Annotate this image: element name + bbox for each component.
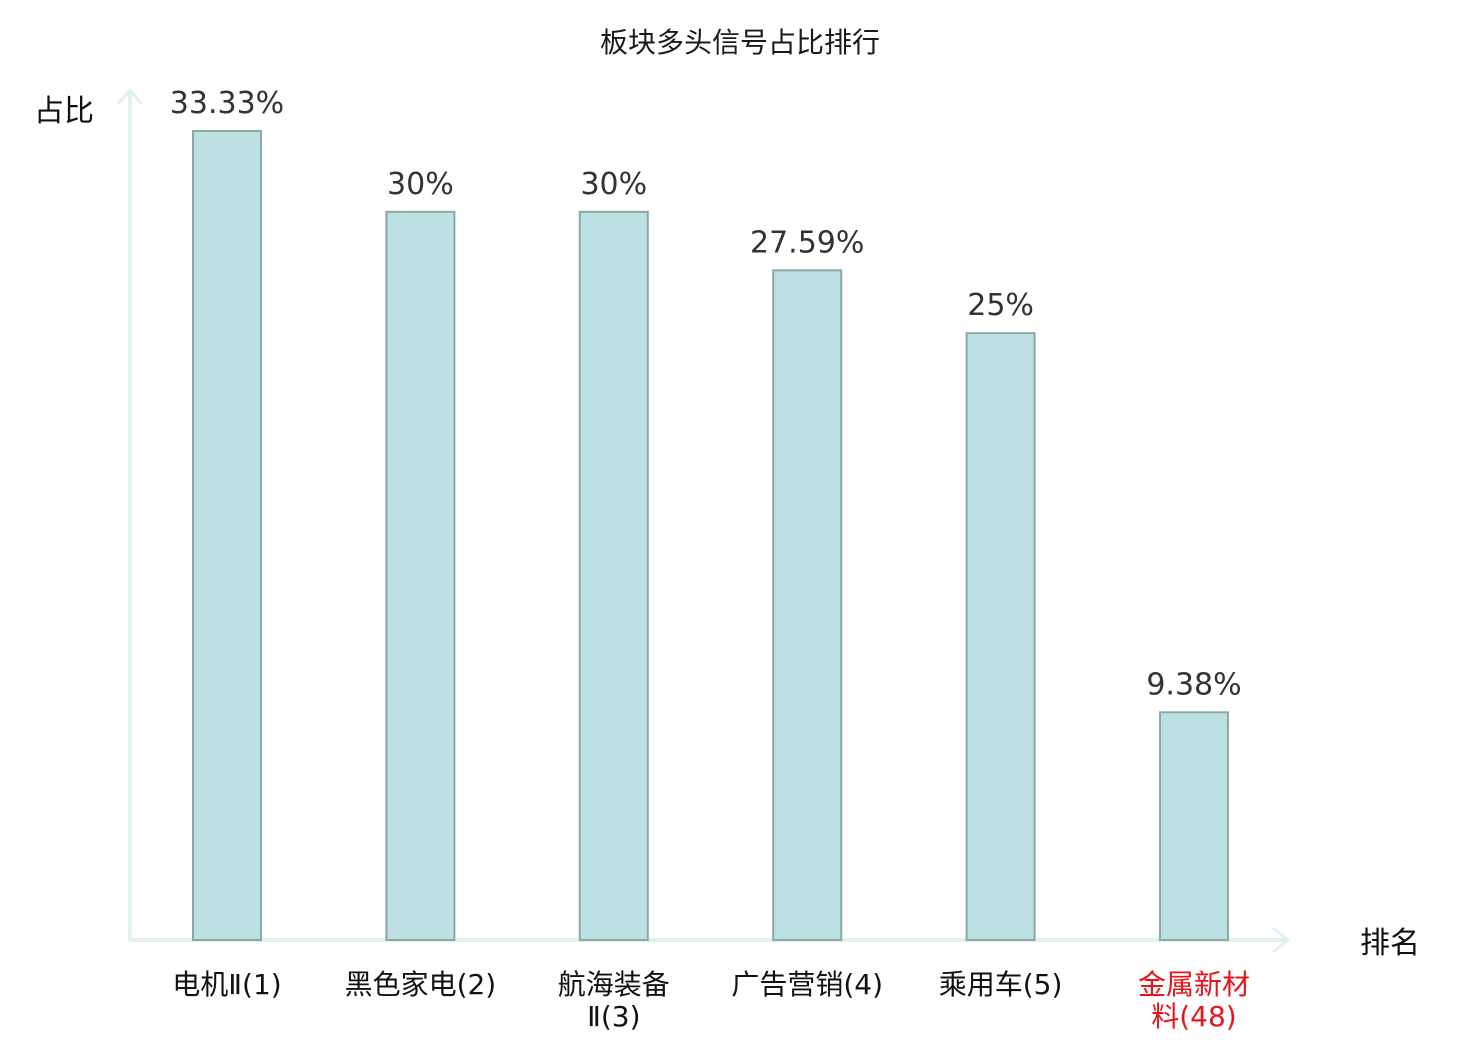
bar-1 <box>192 130 262 941</box>
axes <box>117 87 1291 953</box>
category-labels: 电机Ⅱ(1) 黑色家电(2) 航海装备 Ⅱ(3) 广告营销(4) 乘用车(5) 金属新材料(… <box>172 968 1250 1033</box>
category-label-line: 料(48) <box>1151 1000 1236 1033</box>
category-label-1: 电机Ⅱ(1) <box>172 968 281 1001</box>
category-label-line: Ⅱ(3) <box>587 1000 640 1033</box>
value-label-4: 27.59% <box>750 225 864 260</box>
value-label-2: 30% <box>387 167 454 202</box>
bar-4 <box>772 269 843 941</box>
category-label-5: 乘用车(5) <box>939 968 1063 1001</box>
category-label-line: 广告营销(4) <box>731 968 883 1001</box>
x-axis-arrow-icon <box>1272 927 1291 953</box>
category-label-line: 金属新材 <box>1138 968 1250 1001</box>
category-label-line: 航海装备 <box>558 968 670 1001</box>
category-label-line: 黑色家电(2) <box>345 968 497 1001</box>
bar-6 <box>1159 711 1229 942</box>
category-label-4: 广告营销(4) <box>731 968 883 1001</box>
category-label-3: 航海装备 Ⅱ(3) <box>558 968 670 1033</box>
category-label-line: 电机Ⅱ(1) <box>172 968 281 1001</box>
y-axis-arrow-icon <box>117 87 143 105</box>
value-label-5: 25% <box>967 288 1034 323</box>
value-labels: 33.33% 30% 30% 27.59% 25% 9.38% <box>170 86 1242 702</box>
category-label-line: 乘用车(5) <box>939 968 1063 1001</box>
bar-2 <box>385 210 456 941</box>
value-label-6: 9.38% <box>1146 667 1241 702</box>
category-label-2: 黑色家电(2) <box>345 968 497 1001</box>
value-label-1: 33.33% <box>170 86 284 121</box>
bar-5 <box>965 332 1036 941</box>
chart-title: 板块多头信号占比排行 <box>600 26 880 59</box>
y-axis-title: 占比 <box>34 94 94 129</box>
value-label-3: 30% <box>580 167 647 202</box>
bars <box>192 130 1229 942</box>
x-axis-title: 排名 <box>1360 926 1420 961</box>
bar-3 <box>578 210 649 941</box>
category-label-6: 金属新材料(48) <box>1138 968 1250 1033</box>
